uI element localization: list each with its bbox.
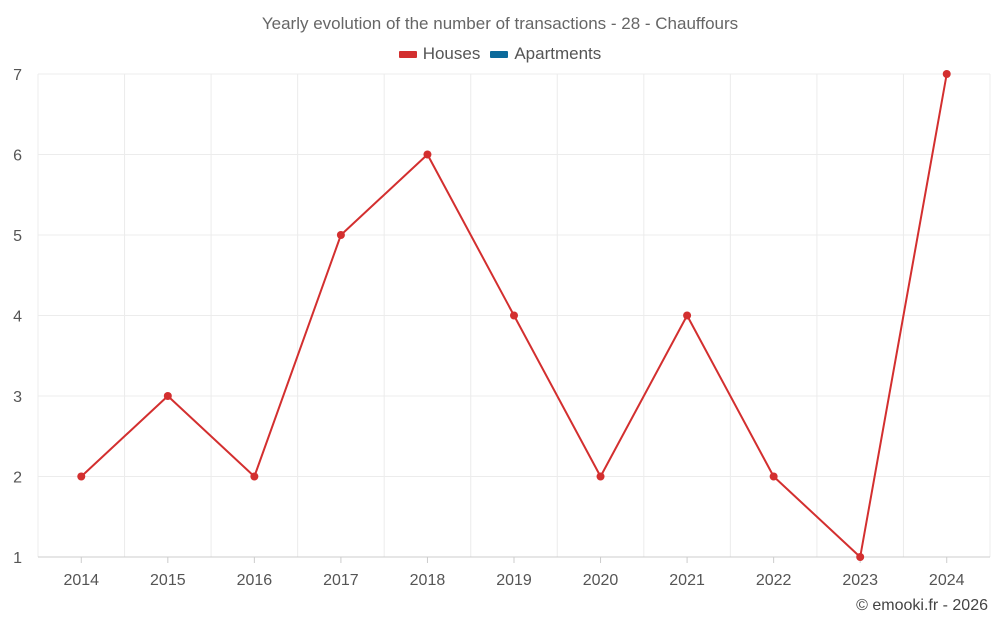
x-tick-label: 2016 [237,572,273,589]
y-tick-label: 7 [13,67,22,84]
x-tick-label: 2015 [150,572,186,589]
data-point[interactable] [510,311,518,320]
x-tick-label: 2017 [323,572,359,589]
x-tick-label: 2020 [583,572,619,589]
data-point[interactable] [769,472,778,481]
legend-label-apartments: Apartments [514,44,602,63]
x-tick-label: 2019 [496,572,532,589]
legend-swatch-houses [398,50,417,58]
y-tick-label: 3 [13,389,22,406]
legend: Houses Apartments [0,44,1000,64]
y-tick-label: 4 [13,309,22,326]
legend-item-houses[interactable]: Houses [398,44,481,64]
x-tick-label: 2021 [669,572,705,589]
x-tick-label: 2014 [63,572,99,589]
data-point[interactable] [163,392,172,400]
legend-item-apartments[interactable]: Apartments [490,44,601,64]
data-point[interactable] [596,472,605,481]
data-point[interactable] [77,472,86,481]
legend-swatch-apartments [490,50,509,58]
x-tick-label: 2022 [756,572,792,589]
data-point[interactable] [683,311,692,320]
credit-text: © emooki.fr - 2026 [856,597,988,614]
y-tick-label: 6 [13,148,22,165]
legend-label-houses: Houses [422,44,481,63]
series-houses [77,70,951,561]
x-tick-label: 2018 [410,572,446,589]
y-tick-label: 5 [13,228,22,245]
data-point[interactable] [250,472,259,481]
y-axis-labels: 1 2 3 4 5 6 7 [13,67,22,567]
x-tick-label: 2024 [929,572,965,589]
y-tick-label: 1 [13,550,22,567]
axes [38,556,990,563]
y-tick-label: 2 [13,470,22,487]
x-axis-labels: 2014 2015 2016 2017 2018 2019 2020 2021 2022 2023… [63,572,964,589]
x-tick-label: 2023 [842,572,878,589]
grid-lines [37,73,991,557]
data-point[interactable] [423,150,432,159]
data-point[interactable] [856,553,865,561]
data-point[interactable] [336,231,345,239]
chart-title: Yearly evolution of the number of transa… [261,14,739,33]
data-point[interactable] [942,70,951,78]
